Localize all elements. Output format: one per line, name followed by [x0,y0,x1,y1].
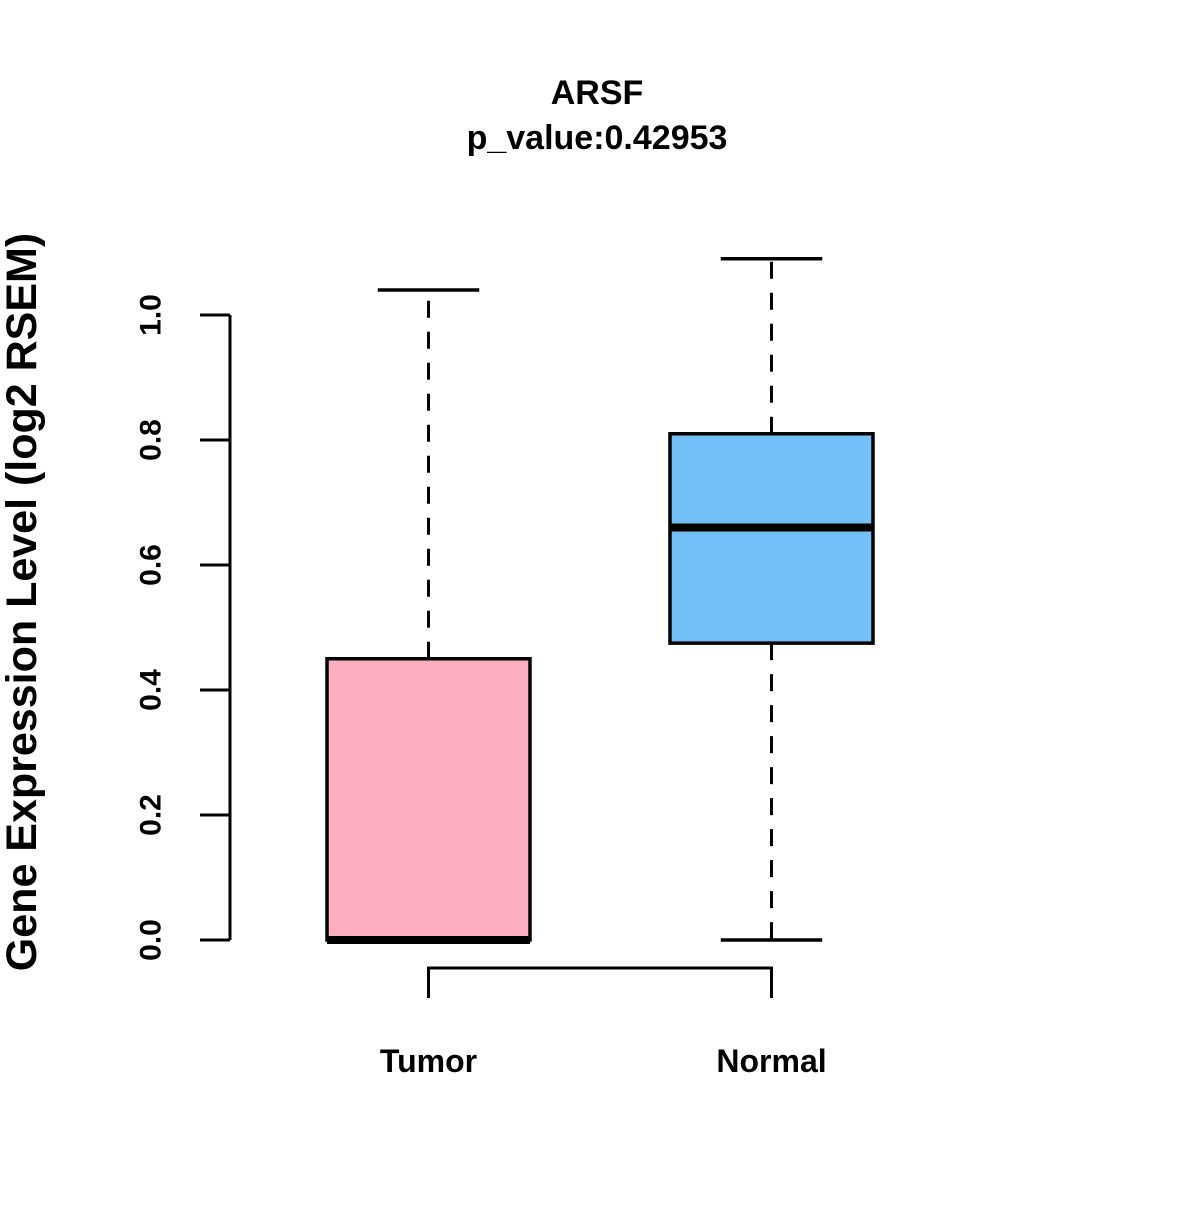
plot-area: 0.0 0.2 0.4 0.6 0.8 1.0 Tumor Normal [135,257,875,1079]
y-axis-label: Gene Expression Level (log2 RSEM) [0,233,46,971]
x-axis-bracket [427,966,773,998]
y-axis-tick-label: 0.2 [135,794,168,836]
y-axis-tick-label: 0.8 [135,419,168,461]
x-axis-label-normal: Normal [716,1043,826,1079]
y-axis-tick-label: 0.0 [135,919,168,961]
chart-subtitle: p_value:0.42953 [467,119,728,157]
y-axis-tick-label: 0.4 [135,669,168,711]
y-axis-tick-label: 1.0 [135,294,168,336]
x-axis-label-tumor: Tumor [380,1043,477,1079]
y-axis-tick-label: 0.6 [135,544,168,586]
box-normal [668,432,875,645]
chart-title: ARSF [551,74,644,112]
box-tumor [325,657,532,942]
